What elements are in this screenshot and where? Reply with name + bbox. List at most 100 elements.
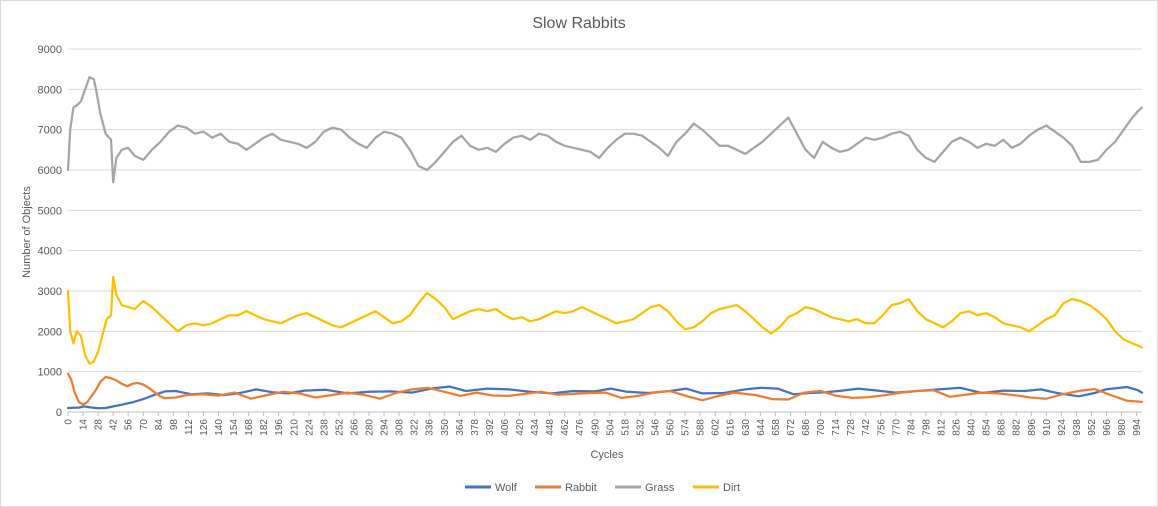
- x-tick-label: 742: [861, 419, 872, 436]
- x-tick-label: 504: [605, 419, 616, 436]
- x-tick-label: 994: [1132, 419, 1143, 436]
- x-tick-label: 658: [771, 419, 782, 436]
- y-tick-label: 4000: [38, 246, 62, 258]
- x-tick-label: 322: [410, 419, 421, 436]
- x-tick-label: 854: [982, 419, 993, 436]
- x-tick-label: 952: [1087, 419, 1098, 436]
- gridlines: [68, 48, 1142, 413]
- x-tick-label: 406: [500, 419, 511, 436]
- x-tick-label: 812: [936, 419, 947, 436]
- x-tick-label: 616: [726, 419, 737, 436]
- legend: Wolf Rabbit Grass Dirt: [465, 482, 740, 494]
- x-tick-label: 42: [109, 419, 120, 431]
- x-tick-label: 196: [274, 419, 285, 436]
- y-axis-label: Number of Objects: [21, 186, 33, 278]
- legend-label-grass: Grass: [645, 482, 675, 494]
- x-tick-label: 728: [846, 419, 857, 436]
- x-tick-label: 980: [1117, 419, 1128, 436]
- x-tick-label: 966: [1102, 419, 1113, 436]
- x-axis-label: Cycles: [590, 449, 624, 461]
- x-tick-label: 868: [997, 419, 1008, 436]
- x-tick-label: 56: [124, 419, 135, 431]
- x-tick-label: 392: [485, 419, 496, 436]
- x-tick-label: 560: [666, 419, 677, 436]
- x-tick-label: 0: [64, 419, 75, 425]
- x-tick-label: 588: [696, 419, 707, 436]
- x-tick-label: 308: [395, 419, 406, 436]
- x-tick-label: 378: [470, 419, 481, 436]
- x-tick-label: 294: [380, 419, 391, 436]
- x-tick-label: 700: [816, 419, 827, 436]
- x-tick-label: 756: [876, 419, 887, 436]
- x-tick-label: 672: [786, 419, 797, 436]
- x-tick-label: 168: [244, 419, 255, 436]
- legend-label-rabbit: Rabbit: [565, 482, 597, 494]
- x-tick-label: 602: [711, 419, 722, 436]
- y-tick-label: 3000: [38, 286, 62, 298]
- series-line-grass: [66, 76, 1144, 184]
- y-tick-label: 1000: [38, 367, 62, 379]
- x-tick-label: 938: [1072, 419, 1083, 436]
- x-tick-label: 476: [575, 419, 586, 436]
- x-tick-label: 826: [952, 419, 963, 436]
- x-tick-label: 644: [756, 419, 767, 436]
- x-tick-label: 784: [906, 419, 917, 436]
- x-tick-label: 350: [440, 419, 451, 436]
- series-line-dirt: [66, 275, 1144, 365]
- x-tick-label: 910: [1042, 419, 1053, 436]
- x-tick-label: 630: [741, 419, 752, 436]
- x-tick-label: 882: [1012, 419, 1023, 436]
- x-tick-label: 434: [530, 419, 541, 436]
- x-tick-label: 840: [967, 419, 978, 436]
- x-tick-label: 238: [319, 419, 330, 436]
- x-tick-label: 70: [139, 419, 150, 431]
- x-tick-label: 462: [560, 419, 571, 436]
- x-tick-label: 896: [1027, 419, 1038, 436]
- x-tick-label: 28: [94, 419, 105, 431]
- x-tick-label: 798: [921, 419, 932, 436]
- x-tick-label: 364: [455, 419, 466, 436]
- x-tick-label: 448: [545, 419, 556, 436]
- x-tick-label: 686: [801, 419, 812, 436]
- chart-title: Slow Rabbits: [532, 15, 625, 32]
- x-tick-label: 280: [365, 419, 376, 436]
- y-tick-label: 7000: [38, 125, 62, 137]
- x-tick-label: 924: [1057, 419, 1068, 436]
- x-tick-label: 532: [635, 419, 646, 436]
- x-tick-label: 490: [590, 419, 601, 436]
- x-tick-label: 112: [184, 419, 195, 435]
- x-tick-label: 574: [681, 419, 692, 436]
- x-tick-label: 84: [154, 419, 165, 431]
- y-tick-label: 2000: [38, 326, 62, 338]
- y-tick-label: 5000: [38, 205, 62, 217]
- y-tick-label: 9000: [38, 44, 62, 56]
- series-line-rabbit: [66, 372, 1144, 406]
- x-tick-label: 182: [259, 419, 270, 436]
- y-tick-label: 0: [56, 407, 62, 419]
- x-tick-label: 154: [229, 419, 240, 436]
- legend-label-wolf: Wolf: [495, 482, 518, 494]
- x-axis-ticks: 0 14 28 42 56 70 84 98 112 126 140 154 168 182 196 210 2…: [64, 412, 1143, 436]
- x-tick-label: 140: [214, 419, 225, 436]
- x-tick-label: 420: [515, 419, 526, 436]
- series-lines: [66, 76, 1144, 410]
- legend-label-dirt: Dirt: [723, 482, 740, 494]
- x-tick-label: 224: [304, 419, 315, 436]
- x-tick-label: 770: [891, 419, 902, 436]
- y-tick-label: 6000: [38, 165, 62, 177]
- x-tick-label: 98: [169, 419, 180, 431]
- x-tick-label: 336: [425, 419, 436, 436]
- x-tick-label: 266: [349, 419, 360, 436]
- x-tick-label: 210: [289, 419, 300, 436]
- x-tick-label: 546: [650, 419, 661, 436]
- x-tick-label: 14: [79, 419, 90, 431]
- y-tick-label: 8000: [38, 84, 62, 96]
- y-axis-ticks: 0 1000 2000 3000 4000 5000 6000 7000 8000 9000: [38, 44, 62, 419]
- x-tick-label: 518: [620, 419, 631, 436]
- x-tick-label: 714: [831, 419, 842, 436]
- x-tick-label: 252: [334, 419, 345, 436]
- x-tick-label: 126: [199, 419, 210, 436]
